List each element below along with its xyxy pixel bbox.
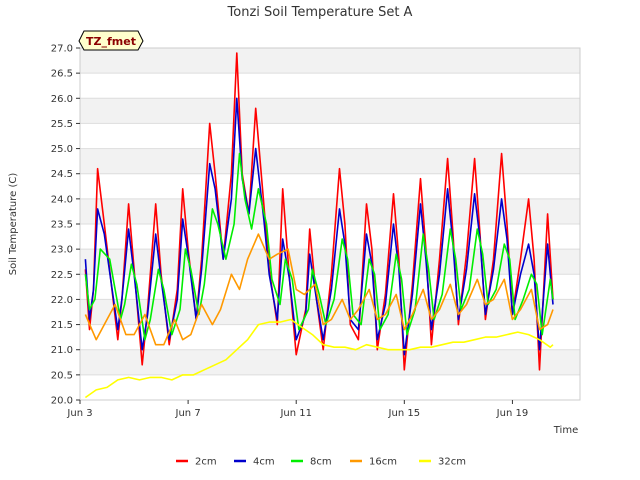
y-tick-label: 26.5 [51,69,73,80]
series-line-32cm [84,318,554,399]
legend-label-4cm: 4cm [253,457,275,468]
y-tick-label: 25.5 [51,119,73,130]
tag-shape [78,30,144,51]
plot-band [80,349,580,375]
legend-label-32cm: 32cm [438,457,466,468]
plot-band [80,374,580,400]
x-tick-label: Jun 15 [388,408,421,419]
legend-label-8cm: 8cm [310,457,332,468]
y-tick-label: 26.0 [51,94,73,105]
y-tick-label: 25.0 [51,144,73,155]
x-tick-label: Jun 7 [175,408,201,419]
y-tick-label: 24.0 [51,194,73,205]
axes-layer: 20.0 20.5 21.0 21.5 22.0 22.5 23.0 23.5 24.0 24.5… [51,44,528,420]
plot-band [80,249,580,275]
series-line-4cm [84,97,554,356]
tag-label: TZ_fmet [86,35,136,48]
y-tick-label: 24.5 [51,169,73,180]
plot-band [80,73,580,99]
x-tick-label: Jun 19 [496,408,529,419]
y-tick-label: 20.5 [51,370,73,381]
plot-band [80,148,580,174]
x-axis-title: Time [553,425,578,436]
chart-title: Tonzi Soil Temperature Set A [227,5,413,20]
y-axis-title: Soil Temperature (C) [8,173,19,276]
x-tick-label: Jun 11 [279,408,312,419]
y-tick-label: 23.0 [51,245,73,256]
y-tick-label: 22.0 [51,295,73,306]
legend: 2cm 4cm 8cm 16cm 32cm [176,457,466,468]
y-tick-label: 22.5 [51,270,73,281]
tag-box: TZ_fmet [78,30,144,51]
series-line-8cm [84,152,554,341]
series-line-16cm [84,233,554,346]
x-tick-label: Jun 3 [66,408,92,419]
y-tick-label: 20.0 [51,396,73,407]
y-tick-label: 27.0 [51,44,73,55]
plot-band [80,123,580,149]
y-tick-label: 21.0 [51,345,73,356]
y-tick-label: 23.5 [51,220,73,231]
legend-label-16cm: 16cm [369,457,397,468]
legend-label-2cm: 2cm [195,457,217,468]
series-layer [84,52,554,399]
plot-band [80,173,580,199]
y-tick-label: 21.5 [51,320,73,331]
plot-band [80,98,580,124]
plot-band [80,48,580,74]
